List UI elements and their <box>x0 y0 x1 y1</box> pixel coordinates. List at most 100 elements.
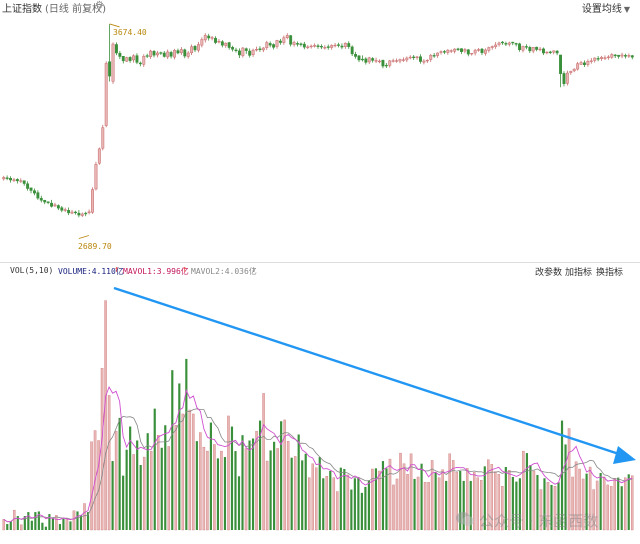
candle-body <box>617 54 621 57</box>
volume-bar <box>451 460 455 531</box>
chart-title: 上证指数 (日线 前复权) <box>2 0 106 15</box>
volume-bar <box>290 457 293 530</box>
candle-body <box>241 47 245 56</box>
volume-bar <box>265 460 269 531</box>
volume-bar <box>244 448 248 531</box>
volume-bar <box>592 489 595 531</box>
volume-bar <box>273 441 276 530</box>
volume-bar <box>353 478 356 530</box>
candle-body <box>258 48 262 50</box>
volume-bar <box>251 438 255 530</box>
volume-bar <box>445 480 448 530</box>
candle-body <box>545 51 549 54</box>
candle-body <box>535 46 539 50</box>
candle-body <box>333 44 337 47</box>
candle-body <box>624 55 627 57</box>
volume-bar <box>209 422 212 530</box>
volume-bar <box>107 395 111 531</box>
chart-header: 上证指数 (日线 前复权) ⚙ 设置均线 ▼ <box>0 0 640 16</box>
candle-body <box>494 44 498 47</box>
volume-bar <box>497 474 501 531</box>
panel-divider <box>0 262 640 263</box>
volume-bar <box>567 428 571 531</box>
volume-bars <box>2 300 634 531</box>
candle-body <box>559 54 562 74</box>
candle-body <box>579 62 583 65</box>
volume-bar <box>557 482 560 530</box>
candle-body <box>364 58 368 63</box>
volume-bar <box>574 461 578 531</box>
volume-bar <box>153 408 156 530</box>
volume-bar <box>100 368 104 531</box>
candle-body <box>350 46 354 55</box>
candle-body <box>217 40 221 43</box>
volume-bar <box>216 458 220 530</box>
candle-body <box>94 164 98 190</box>
volume-bar <box>483 466 486 530</box>
volume-bar <box>578 468 581 531</box>
candle-body <box>149 50 153 57</box>
add-indicator-button[interactable]: 加指标 <box>565 268 593 278</box>
volume-bar <box>20 524 23 531</box>
volume-bar <box>293 456 297 531</box>
candle-body <box>422 60 426 63</box>
volume-bar <box>571 476 574 531</box>
candle-body <box>504 43 508 45</box>
candle-body <box>237 50 241 56</box>
ma-setting-dropdown[interactable]: 设置均线 ▼ <box>582 0 630 15</box>
high-marker-line <box>109 23 120 28</box>
volume-bar <box>48 514 51 530</box>
edit-params-button[interactable]: 改参数 <box>535 268 563 278</box>
candle-body <box>343 42 347 47</box>
volume-bar <box>178 383 181 530</box>
candle-body <box>101 127 105 149</box>
candle-body <box>128 57 132 61</box>
volume-bar <box>325 476 329 531</box>
candle-body <box>576 63 580 70</box>
arrow-up-icon: ↑ <box>114 265 120 275</box>
switch-indicator-button[interactable]: 换指标 <box>596 268 624 278</box>
candle-body <box>63 209 67 211</box>
gear-icon[interactable]: ⚙ <box>95 0 104 11</box>
volume-bar <box>595 480 599 531</box>
volume-bar <box>501 486 504 531</box>
candle-body <box>620 54 624 57</box>
volume-bar <box>606 484 609 531</box>
volume-bar <box>336 491 339 531</box>
candle-body <box>190 46 194 54</box>
volume-bar <box>315 467 318 531</box>
volume-bar <box>564 444 567 530</box>
candle-body <box>19 180 23 182</box>
watermark-text: 公众号 · 东函西数 <box>479 512 599 530</box>
volume-bar <box>364 486 367 530</box>
candle-body <box>39 198 43 201</box>
candle-body <box>391 60 395 62</box>
candle-body <box>432 55 436 57</box>
candle-body <box>463 49 467 52</box>
volume-bar <box>58 524 62 530</box>
candle-body <box>210 37 214 39</box>
candle-body <box>261 47 265 51</box>
volume-bar <box>427 482 430 531</box>
volume-bar <box>27 512 30 530</box>
volume-bar <box>378 470 381 531</box>
volume-bar <box>83 503 86 531</box>
volume-bar <box>311 463 314 531</box>
volume-bar <box>129 426 132 530</box>
candle-body <box>419 56 422 62</box>
volume-bar <box>255 431 258 531</box>
volume-bar <box>508 470 511 531</box>
volume-bar <box>441 469 444 531</box>
trend-arrow-line <box>113 286 623 457</box>
candle-body <box>33 190 36 194</box>
candle-body <box>483 49 487 54</box>
chart-subtitle: (日线 前复权) <box>45 4 106 15</box>
candle-body <box>29 187 33 191</box>
candle-body <box>275 40 279 47</box>
candle-body <box>108 61 112 77</box>
volume-bar <box>588 466 592 531</box>
candle-body <box>408 56 412 59</box>
volume-bar <box>459 470 462 530</box>
candle-body <box>26 183 30 189</box>
candle-body <box>466 49 470 55</box>
